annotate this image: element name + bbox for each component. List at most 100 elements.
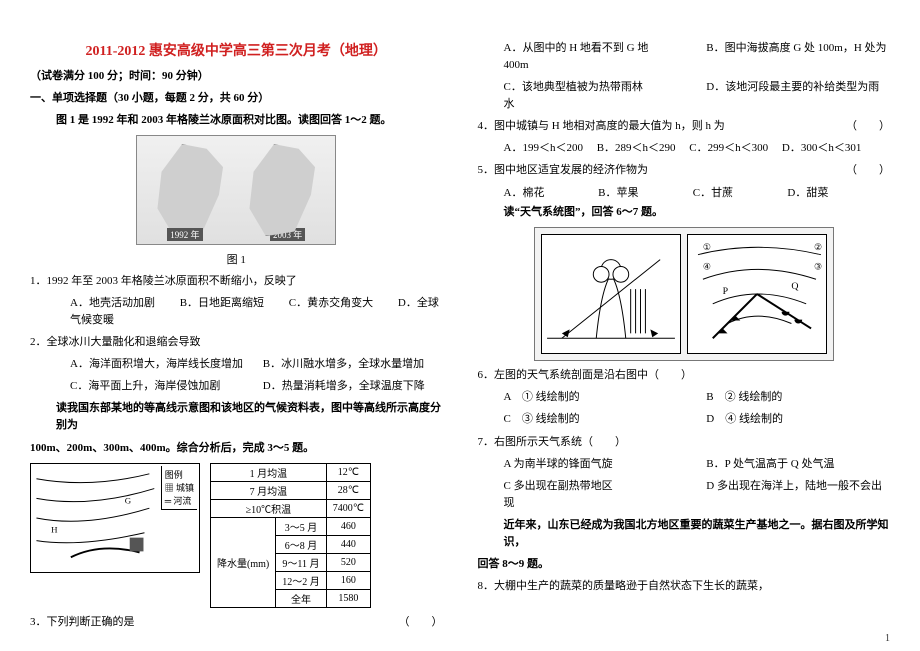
t-r1a: 1 月均温: [211, 463, 327, 481]
t-r8b: 1580: [326, 589, 370, 607]
q4-a: A．199＜h＜200: [504, 142, 583, 154]
q1-b: B．日地距离缩短: [180, 297, 264, 309]
q7-a: A 为南半球的锋面气旋: [504, 456, 704, 473]
q3-c: C．该地典型植被为热带雨林: [504, 79, 704, 96]
q5-d: D．甜菜: [787, 184, 882, 200]
t-r3a: ≥10℃积温: [211, 499, 327, 517]
map-legend: 图例 ▦ 城镇 ═ 河流: [161, 466, 197, 510]
q4-c: C．299＜h＜300: [689, 142, 768, 154]
t-r4a: 3～5 月: [276, 517, 327, 535]
q4-stem: 4．图中城镇与 H 地相对高度的最大值为 h，则 h 为: [478, 118, 725, 135]
lead2b: 100m、200m、300m、400m。综合分析后，完成 3～5 题。: [30, 440, 443, 457]
t-r8a: 全年: [276, 589, 327, 607]
exam-title: 2011-2012 惠安高级中学高三第三次月考（地理）: [30, 40, 443, 60]
q6-stem: 6．左图的天气系统剖面是沿右图中（ ）: [478, 367, 891, 384]
q3-row: 3．下列判断正确的是 （ ）: [30, 614, 443, 631]
contour-map: H G 图例 ▦ 城镇 ═ 河流: [30, 463, 200, 573]
svg-text:③: ③: [814, 262, 822, 272]
figure-1: 1992 年 2003 年 图 1: [30, 135, 443, 267]
q5-c: C．甘蔗: [693, 184, 788, 200]
q2-row1: A．海洋面积增大，海岸线长度增加 B．冰川融水增多，全球水量增加: [30, 356, 443, 373]
year-label-1: 1992 年: [167, 228, 202, 241]
weather-figure: P Q ④ ① ② ③: [478, 227, 891, 361]
q6-c: C ③ 线绘制的: [504, 411, 704, 428]
year-label-2: 2003 年: [270, 228, 305, 241]
q2-stem: 2．全球冰川大量融化和退缩会导致: [30, 334, 443, 351]
figure-1-caption: 图 1: [30, 251, 443, 267]
t-r4b: 460: [326, 517, 370, 535]
q4-stemrow: 4．图中城镇与 H 地相对高度的最大值为 h，则 h 为 （ ）: [478, 118, 891, 135]
climate-table: 1 月均温12℃ 7 月均温28℃ ≥10℃积温7400℃ 降水量(mm) 3～…: [210, 463, 371, 608]
q5-a: A．棉花: [504, 184, 599, 200]
legend-title: 图例: [165, 468, 194, 481]
q7-stem: 7．右图所示天气系统（ ）: [478, 434, 891, 451]
weather-left-panel: [541, 234, 681, 354]
t-r1b: 12℃: [326, 463, 370, 481]
q3-row1: A．从图中的 H 地看不到 G 地 B．图中海拔高度 G 处 100m，H 处为…: [478, 40, 891, 74]
t-r7a: 12～2 月: [276, 571, 327, 589]
lead-q1: 图 1 是 1992 年和 2003 年格陵兰冰原面积对比图。读图回答 1～2 …: [30, 112, 443, 129]
lead2a: 读我国东部某地的等高线示意图和该地区的气候资料表，图中等高线所示高度分别为: [30, 400, 443, 434]
q4-b: B．289＜h＜290: [597, 142, 676, 154]
q2-a: A．海洋面积增大，海岸线长度增加: [70, 356, 260, 373]
q4-d: D．300＜h＜301: [782, 142, 861, 154]
t-rainhead: 降水量(mm): [211, 517, 276, 607]
t-r3b: 7400℃: [326, 499, 370, 517]
q2-row2: C．海平面上升，海岸侵蚀加剧 D．热量消耗增多，全球温度下降: [30, 378, 443, 395]
t-r7b: 160: [326, 571, 370, 589]
q5-b: B．苹果: [598, 184, 693, 200]
q5-stemrow: 5．图中地区适宜发展的经济作物为 （ ）: [478, 162, 891, 179]
q5-paren: （ ）: [846, 162, 890, 179]
right-column: A．从图中的 H 地看不到 G 地 B．图中海拔高度 G 处 100m，H 处为…: [478, 40, 891, 636]
t-r6a: 9～11 月: [276, 553, 327, 571]
q6-row2: C ③ 线绘制的 D ④ 线绘制的: [478, 411, 891, 428]
q4-opts: A．199＜h＜200 B．289＜h＜290 C．299＜h＜300 D．30…: [478, 140, 891, 157]
q7-row1: A 为南半球的锋面气旋 B．P 处气温高于 Q 处气温: [478, 456, 891, 473]
t-r2b: 28℃: [326, 481, 370, 499]
page-number: 1: [885, 633, 890, 644]
q1-c: C．黄赤交角变大: [289, 297, 373, 309]
map-and-table: H G 图例 ▦ 城镇 ═ 河流 1 月均温12℃ 7 月均温28℃ ≥10℃积…: [30, 463, 443, 608]
q6-b: B ② 线绘制的: [706, 391, 782, 403]
svg-text:H: H: [51, 524, 58, 534]
svg-text:②: ②: [814, 242, 822, 252]
svg-text:G: G: [125, 495, 132, 505]
svg-text:Q: Q: [791, 281, 798, 292]
exam-meta: （试卷满分 100 分；时间：90 分钟）: [30, 68, 443, 85]
svg-text:①: ①: [703, 242, 711, 252]
q3-a: A．从图中的 H 地看不到 G 地: [504, 40, 704, 57]
q2-c: C．海平面上升，海岸侵蚀加剧: [70, 378, 260, 395]
q4-paren: （ ）: [846, 118, 890, 135]
lead3: 读“天气系统图”，回答 6～7 题。: [478, 204, 891, 221]
q5-stem: 5．图中地区适宜发展的经济作物为: [478, 162, 649, 179]
t-r5a: 6～8 月: [276, 535, 327, 553]
greenland-maps: 1992 年 2003 年: [136, 135, 336, 245]
q3-stem: 3．下列判断正确的是: [30, 614, 135, 631]
weather-right-panel: P Q ④ ① ② ③: [687, 234, 827, 354]
svg-text:④: ④: [703, 262, 711, 272]
q5-opts: A．棉花 B．苹果 C．甘蔗 D．甜菜: [478, 184, 891, 200]
q1-a: A．地壳活动加剧: [70, 297, 155, 309]
lead4a: 近年来，山东已经成为我国北方地区重要的蔬菜生产基地之一。据右图及所学知识，: [478, 517, 891, 551]
t-r5b: 440: [326, 535, 370, 553]
lead4b: 回答 8～9 题。: [478, 556, 891, 573]
svg-text:P: P: [722, 286, 728, 297]
q7-b: B．P 处气温高于 Q 处气温: [706, 458, 834, 470]
q6-row1: A ① 线绘制的 B ② 线绘制的: [478, 389, 891, 406]
section-heading: 一、单项选择题（30 小题，每题 2 分，共 60 分）: [30, 90, 443, 107]
q6-d: D ④ 线绘制的: [706, 413, 783, 425]
q8: 8．大棚中生产的蔬菜的质量略逊于自然状态下生长的蔬菜，: [478, 578, 891, 595]
q7-row2: C 多出现在副热带地区 D 多出现在海洋上，陆地一般不会出现: [478, 478, 891, 512]
left-column: 2011-2012 惠安高级中学高三第三次月考（地理） （试卷满分 100 分；…: [30, 40, 443, 636]
q7-c: C 多出现在副热带地区: [504, 478, 704, 495]
legend-town: 城镇: [176, 483, 194, 493]
q1-stem: 1．1992 年至 2003 年格陵兰冰原面积不断缩小，反映了: [30, 273, 443, 290]
legend-river: 河流: [173, 496, 191, 506]
t-r6b: 520: [326, 553, 370, 571]
t-r2a: 7 月均温: [211, 481, 327, 499]
q2-b: B．冰川融水增多，全球水量增加: [263, 358, 424, 370]
q6-a: A ① 线绘制的: [504, 389, 704, 406]
q3-paren: （ ）: [399, 614, 443, 631]
q3-row2: C．该地典型植被为热带雨林 D．该地河段最主要的补给类型为雨水: [478, 79, 891, 113]
q2-d: D．热量消耗增多，全球温度下降: [263, 380, 425, 392]
